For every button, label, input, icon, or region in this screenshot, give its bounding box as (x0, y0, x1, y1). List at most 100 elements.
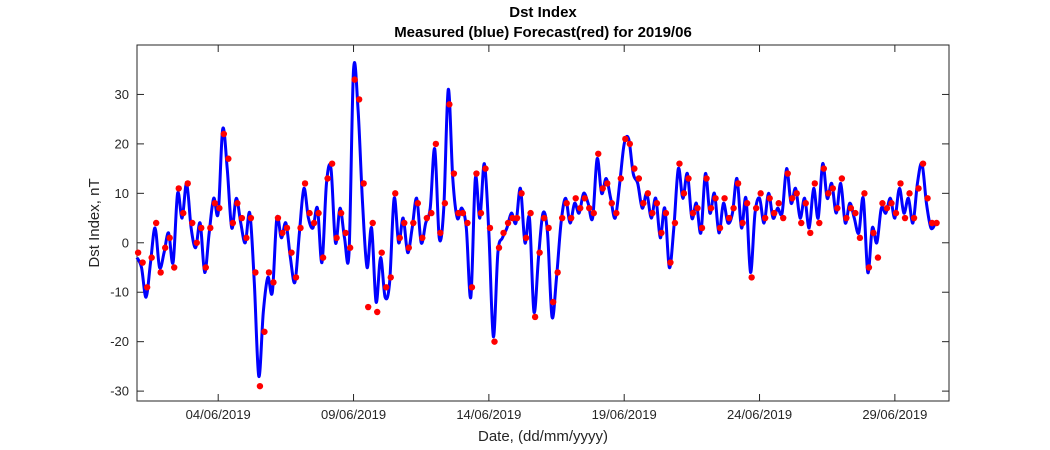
forecast-point (279, 229, 286, 237)
forecast-point (807, 229, 814, 237)
forecast-point (613, 209, 620, 217)
forecast-point (590, 209, 597, 217)
forecast-point (595, 150, 602, 157)
forecast-point (229, 219, 237, 227)
forecast-point (694, 204, 701, 212)
forecast-point (838, 175, 846, 182)
forecast-point (770, 209, 778, 217)
forecast-point (256, 382, 264, 390)
forecast-point (698, 224, 706, 232)
forecast-point (315, 209, 322, 217)
forecast-point (364, 303, 372, 311)
forecast-point (180, 209, 187, 217)
forecast-point (220, 130, 228, 138)
forecast-point (455, 209, 462, 217)
forecast-point (725, 214, 733, 222)
forecast-point (202, 264, 209, 271)
forecast-point (757, 190, 764, 197)
forecast-point (631, 165, 638, 172)
forecast-point (780, 214, 787, 222)
forecast-point (883, 204, 891, 212)
x-tick-label: 29/06/2019 (862, 407, 927, 422)
forecast-point (428, 209, 435, 217)
forecast-point (274, 214, 282, 222)
forecast-point (437, 229, 444, 237)
forecast-point (829, 185, 837, 192)
forecast-point (811, 180, 818, 187)
x-axis-label: Date, (dd/mm/yyyy) (478, 428, 608, 445)
forecast-point (910, 214, 918, 222)
forecast-point (288, 249, 295, 256)
forecast-point (563, 200, 570, 207)
forecast-point (743, 200, 751, 207)
forecast-point (161, 244, 169, 251)
series-layer (134, 61, 940, 390)
forecast-point (554, 269, 561, 276)
plot-area: 04/06/2019 09/06/2019 14/06/2019 19/06/2019… (110, 44, 950, 422)
forecast-point (861, 190, 868, 197)
forecast-point (816, 219, 823, 227)
forecast-point (734, 180, 742, 187)
forecast-point (446, 101, 453, 108)
forecast-point (825, 190, 832, 197)
forecast-point (730, 204, 737, 212)
forecast-point (716, 224, 724, 232)
forecast-point (148, 254, 155, 261)
forecast-point (337, 209, 345, 217)
forecast-point (225, 155, 232, 162)
forecast-point (500, 229, 507, 237)
forecast-point (387, 274, 394, 281)
forecast-point (464, 219, 471, 227)
forecast-point (392, 190, 399, 197)
forecast-point (166, 234, 173, 242)
forecast-point (540, 214, 548, 222)
y-axis: -30 -20 -10 0 10 20 30 (110, 87, 949, 399)
forecast-point (649, 209, 656, 217)
forecast-point (333, 234, 340, 242)
forecast-point (928, 219, 936, 227)
forecast-point (581, 195, 588, 202)
forecast-point (486, 224, 494, 232)
forecast-point (414, 200, 422, 207)
forecast-point (189, 219, 196, 227)
forecast-point (766, 195, 773, 202)
forecast-point (261, 328, 268, 335)
forecast-point (531, 313, 539, 321)
forecast-point (374, 308, 381, 316)
forecast-point (721, 195, 728, 202)
forecast-point (157, 269, 164, 276)
forecast-point (134, 249, 142, 256)
forecast-point (306, 209, 313, 217)
x-tick-label: 24/06/2019 (727, 407, 792, 422)
forecast-point (685, 175, 692, 182)
x-tick-label: 14/06/2019 (456, 407, 521, 422)
forecast-point (933, 219, 940, 227)
forecast-point (211, 200, 219, 207)
forecast-point (238, 214, 246, 222)
forecast-point (761, 214, 769, 222)
forecast-point (509, 214, 516, 222)
forecast-point (473, 170, 480, 177)
chart-title: Dst Index (509, 4, 577, 21)
chart-subtitle: Measured (blue) Forecast(red) for 2019/0… (394, 24, 692, 41)
forecast-point (752, 204, 760, 212)
forecast-point (491, 338, 498, 345)
forecast-point (834, 204, 841, 212)
forecast-point (703, 175, 710, 182)
forecast-point (798, 219, 805, 227)
forecast-point (319, 254, 327, 261)
forecast-point (879, 200, 886, 207)
forecast-point (175, 185, 182, 192)
forecast-point (924, 195, 931, 202)
forecast-point (635, 175, 643, 182)
forecast-point (707, 204, 715, 212)
forecast-point (292, 274, 300, 281)
forecast-point (432, 140, 440, 148)
forecast-point (216, 204, 223, 212)
y-tick-label: -20 (110, 334, 129, 349)
forecast-point (283, 224, 291, 232)
forecast-point (482, 165, 489, 172)
forecast-point (459, 209, 467, 217)
forecast-point (622, 135, 629, 143)
forecast-point (775, 200, 782, 207)
